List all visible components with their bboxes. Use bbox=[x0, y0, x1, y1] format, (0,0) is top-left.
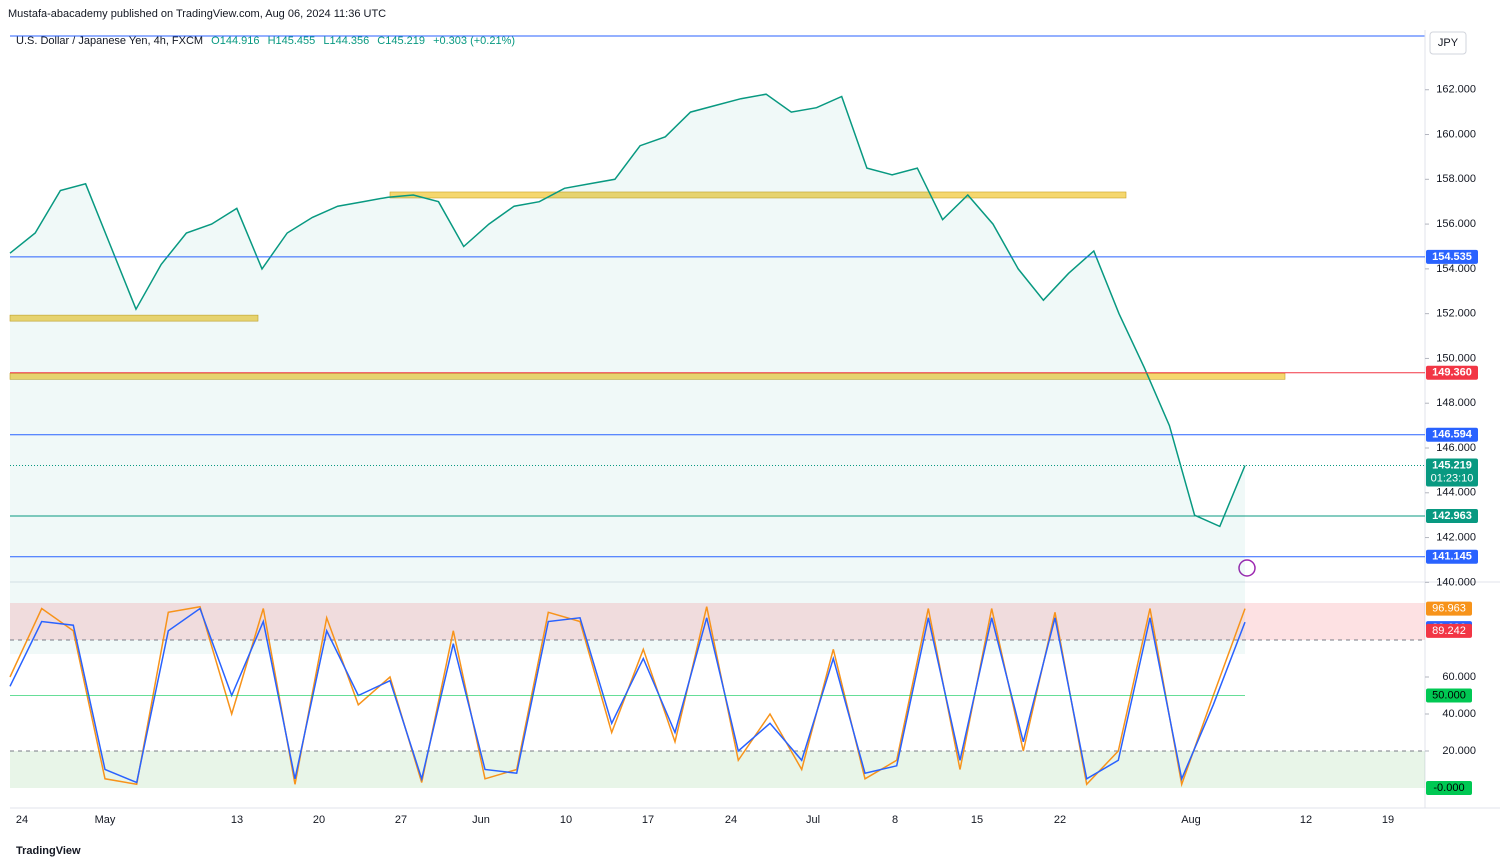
zone bbox=[9, 314, 259, 322]
overbought-band bbox=[10, 603, 1425, 640]
zone bbox=[389, 191, 1127, 199]
level-tag bbox=[1426, 427, 1478, 442]
close: C145.219 bbox=[377, 35, 425, 47]
y-tick-label: 162.000 bbox=[1436, 84, 1476, 96]
level-label: -0.000 bbox=[1433, 782, 1464, 794]
y-tick-label: 144.000 bbox=[1436, 487, 1476, 499]
x-tick-label: 20 bbox=[313, 814, 325, 826]
y-tick-label: 148.000 bbox=[1436, 397, 1476, 409]
footer-logo: TradingView bbox=[16, 845, 81, 857]
y-tick-label: 142.000 bbox=[1436, 531, 1476, 543]
x-tick-label: 24 bbox=[16, 814, 28, 826]
level-label: 145.219 bbox=[1432, 459, 1472, 471]
level-label: 146.594 bbox=[1432, 429, 1473, 441]
level-label: 50.000 bbox=[1432, 689, 1466, 701]
x-tick-label: Jun bbox=[472, 814, 490, 826]
level-tag bbox=[1426, 365, 1478, 380]
oversold-band bbox=[10, 751, 1425, 788]
level-label: 154.535 bbox=[1432, 251, 1472, 263]
y-tick-label: 140.000 bbox=[1436, 576, 1476, 588]
event-icon[interactable] bbox=[1238, 559, 1256, 577]
x-tick-label: Aug bbox=[1181, 814, 1201, 826]
x-tick-label: May bbox=[95, 814, 116, 826]
y-tick-label: 160.000 bbox=[1436, 128, 1476, 140]
zone bbox=[9, 373, 1286, 380]
low: L144.356 bbox=[323, 35, 369, 47]
symbol-line: U.S. Dollar / Japanese Yen, 4h, FXCM O14… bbox=[16, 35, 515, 47]
level-label: 96.963 bbox=[1432, 603, 1466, 615]
level-tag bbox=[1426, 688, 1472, 703]
level-tag bbox=[1426, 509, 1478, 524]
currency[interactable]: JPY bbox=[1438, 37, 1459, 49]
y-tick-label: 152.000 bbox=[1436, 308, 1476, 320]
symbol-name: U.S. Dollar / Japanese Yen, 4h, FXCM bbox=[16, 35, 203, 47]
price-area bbox=[10, 94, 1245, 654]
x-tick-label: 27 bbox=[395, 814, 407, 826]
x-tick-label: 19 bbox=[1382, 814, 1394, 826]
level-tag bbox=[1426, 458, 1478, 487]
x-tick-label: 8 bbox=[892, 814, 898, 826]
price-line bbox=[9, 93, 1246, 528]
level-tag bbox=[1426, 249, 1478, 264]
currency-box[interactable] bbox=[1429, 31, 1467, 55]
y-tick-label: 60.000 bbox=[1442, 671, 1476, 683]
level-label: 142.963 bbox=[1432, 510, 1472, 522]
stoch-line bbox=[9, 607, 1246, 784]
x-tick-label: 15 bbox=[971, 814, 983, 826]
x-tick-label: 10 bbox=[560, 814, 572, 826]
level-label: 149.360 bbox=[1432, 367, 1472, 379]
x-tick-label: Jul bbox=[806, 814, 820, 826]
high: H145.455 bbox=[268, 35, 316, 47]
y-tick-label: 20.000 bbox=[1442, 745, 1476, 757]
open: O144.916 bbox=[211, 35, 259, 47]
x-tick-label: 13 bbox=[231, 814, 243, 826]
level-label: 89.242 bbox=[1432, 625, 1466, 637]
x-tick-label: 24 bbox=[725, 814, 737, 826]
y-tick-label: 154.000 bbox=[1436, 263, 1476, 275]
level-tag bbox=[1426, 781, 1472, 795]
change: +0.303 (+0.21%) bbox=[433, 35, 515, 47]
level-tag bbox=[1426, 549, 1478, 564]
level-tag bbox=[1426, 601, 1472, 616]
level-label: 141.145 bbox=[1432, 551, 1472, 563]
y-tick-label: 158.000 bbox=[1436, 173, 1476, 185]
y-tick-label: 150.000 bbox=[1436, 352, 1476, 364]
level-tag bbox=[1426, 623, 1472, 638]
countdown: 01:23:10 bbox=[1431, 472, 1474, 484]
y-tick-label: 156.000 bbox=[1436, 218, 1476, 230]
y-tick-label: 40.000 bbox=[1442, 708, 1476, 720]
y-tick-label: 146.000 bbox=[1436, 442, 1476, 454]
x-tick-label: 12 bbox=[1300, 814, 1312, 826]
x-tick-label: 22 bbox=[1054, 814, 1066, 826]
publisher: Mustafa-abacademy published on TradingVi… bbox=[8, 8, 386, 20]
x-tick-label: 17 bbox=[642, 814, 654, 826]
